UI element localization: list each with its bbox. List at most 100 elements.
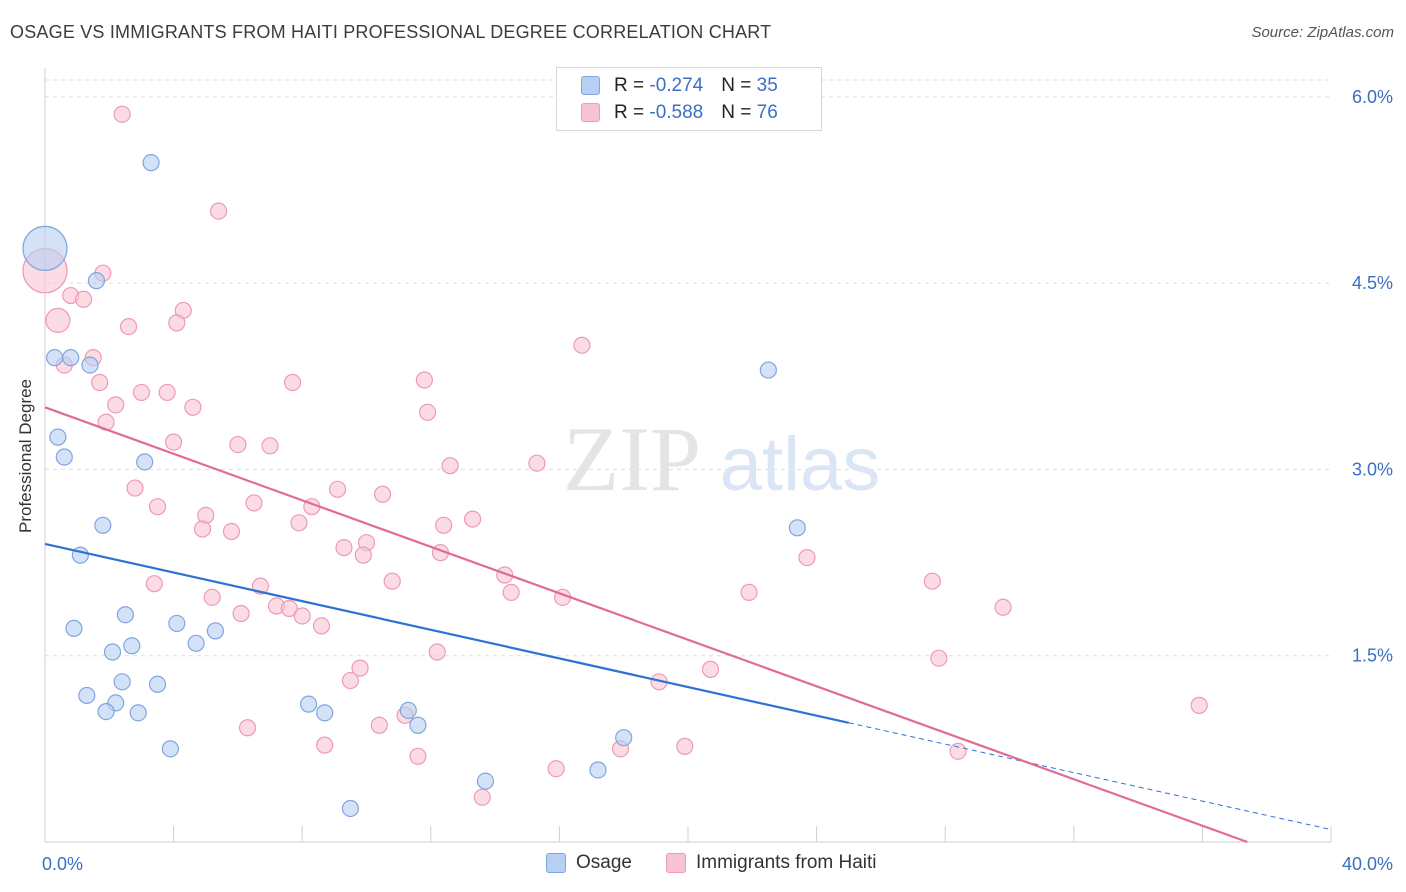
legend-r-value: -0.588 [649, 102, 704, 123]
haiti-point [383, 572, 401, 590]
osage-point [103, 643, 122, 661]
haiti-point [502, 583, 520, 601]
legend-r-label: R = [614, 102, 650, 123]
haiti-point [463, 510, 482, 528]
osage-trend-extension [848, 722, 1332, 831]
haiti-point [949, 742, 967, 760]
haiti-point [148, 498, 167, 516]
watermark-atlas: atlas [720, 422, 881, 507]
haiti-point [351, 659, 369, 677]
haiti-point [126, 479, 144, 497]
osage-point [161, 740, 179, 758]
haiti-point [229, 435, 247, 454]
x-tick-label-max: 40.0% [1342, 854, 1393, 874]
y-tick-label: 3.0% [1352, 459, 1393, 479]
haiti-point [261, 437, 279, 455]
osage-point [476, 772, 495, 790]
bottom-legend-swatch-haiti [666, 852, 686, 873]
osage-point [142, 154, 160, 172]
haiti-point [293, 607, 311, 625]
haiti-point [335, 539, 353, 557]
haiti-point [994, 598, 1012, 616]
haiti-point [91, 373, 109, 392]
haiti-point [328, 480, 347, 498]
bottom-legend-label-osage: Osage [576, 852, 632, 873]
osage-trend-line [44, 542, 849, 724]
haiti-point [930, 649, 948, 667]
osage-point [22, 225, 68, 271]
haiti-point [113, 105, 131, 123]
haiti-point [290, 514, 308, 532]
haiti-point [168, 314, 186, 332]
y-tick-label: 1.5% [1352, 646, 1393, 666]
osage-point [113, 673, 131, 691]
axes [44, 68, 1332, 843]
haiti-point [923, 572, 941, 590]
osage-point [168, 614, 186, 633]
haiti-point [210, 202, 228, 220]
trend-lines [44, 406, 1332, 844]
haiti-point [441, 457, 459, 475]
legend-n-label: N = [721, 75, 757, 96]
watermark-zip: ZIP [563, 408, 701, 510]
osage-point [615, 729, 633, 747]
haiti-point [798, 548, 816, 567]
correlation-legend: R = -0.274 N = 35 R = -0.588 N = 76 [556, 67, 822, 131]
tick-labels: 1.5% 3.0% 4.5% 6.0% 0.0% 40.0% [42, 87, 1393, 874]
osage-point [123, 637, 141, 655]
haiti-point [232, 604, 250, 623]
y-tick-label: 4.5% [1352, 273, 1393, 293]
haiti-point [119, 317, 138, 336]
osage-point [62, 349, 80, 367]
legend-n-value: 35 [756, 75, 778, 96]
watermark: ZIP atlas [563, 408, 880, 510]
haiti-point [203, 588, 221, 606]
haiti-point [418, 403, 437, 421]
osage-point [78, 686, 96, 705]
osage-point [97, 702, 115, 721]
osage-point [300, 695, 318, 713]
grid-lines [45, 79, 1331, 657]
haiti-point [74, 290, 93, 308]
haiti-point [145, 575, 163, 593]
osage-point [589, 761, 607, 779]
haiti-point [409, 747, 427, 765]
haiti-point [701, 660, 720, 678]
osage-point [55, 448, 73, 466]
osage-point [341, 799, 360, 818]
haiti-point [740, 583, 758, 601]
bottom-legend-haiti: Immigrants from Haiti [666, 852, 877, 874]
osage-point [87, 272, 106, 290]
osage-point [136, 453, 154, 471]
series-osage-points [22, 154, 806, 818]
haiti-point [193, 520, 212, 538]
haiti-point [107, 396, 125, 414]
haiti-point [1190, 696, 1208, 714]
y-axis-label: Professional Degree [16, 378, 35, 534]
haiti-point [132, 383, 151, 402]
haiti-point [184, 398, 202, 416]
bottom-legend-label-haiti: Immigrants from Haiti [696, 852, 877, 873]
legend-row-haiti: R = -0.588 N = 76 [581, 102, 778, 126]
haiti-point [222, 522, 241, 541]
osage-point [81, 356, 99, 374]
osage-point [65, 619, 83, 637]
bottom-legend-swatch-osage [546, 852, 566, 873]
haiti-point [165, 433, 183, 451]
chart-title: OSAGE VS IMMIGRANTS FROM HAITI PROFESSIO… [10, 22, 772, 42]
haiti-point [547, 760, 565, 778]
osage-point [409, 716, 427, 734]
y-tick-label: 6.0% [1352, 87, 1393, 107]
haiti-point [341, 671, 360, 690]
haiti-point [354, 546, 372, 564]
legend-n-label: N = [721, 102, 757, 123]
haiti-point [370, 716, 388, 734]
haiti-point [428, 643, 446, 661]
legend-swatch-osage [581, 76, 600, 96]
osage-point [129, 704, 147, 722]
osage-point [46, 349, 64, 367]
haiti-point [573, 336, 591, 354]
haiti-point [373, 485, 392, 503]
haiti-point [158, 383, 176, 402]
